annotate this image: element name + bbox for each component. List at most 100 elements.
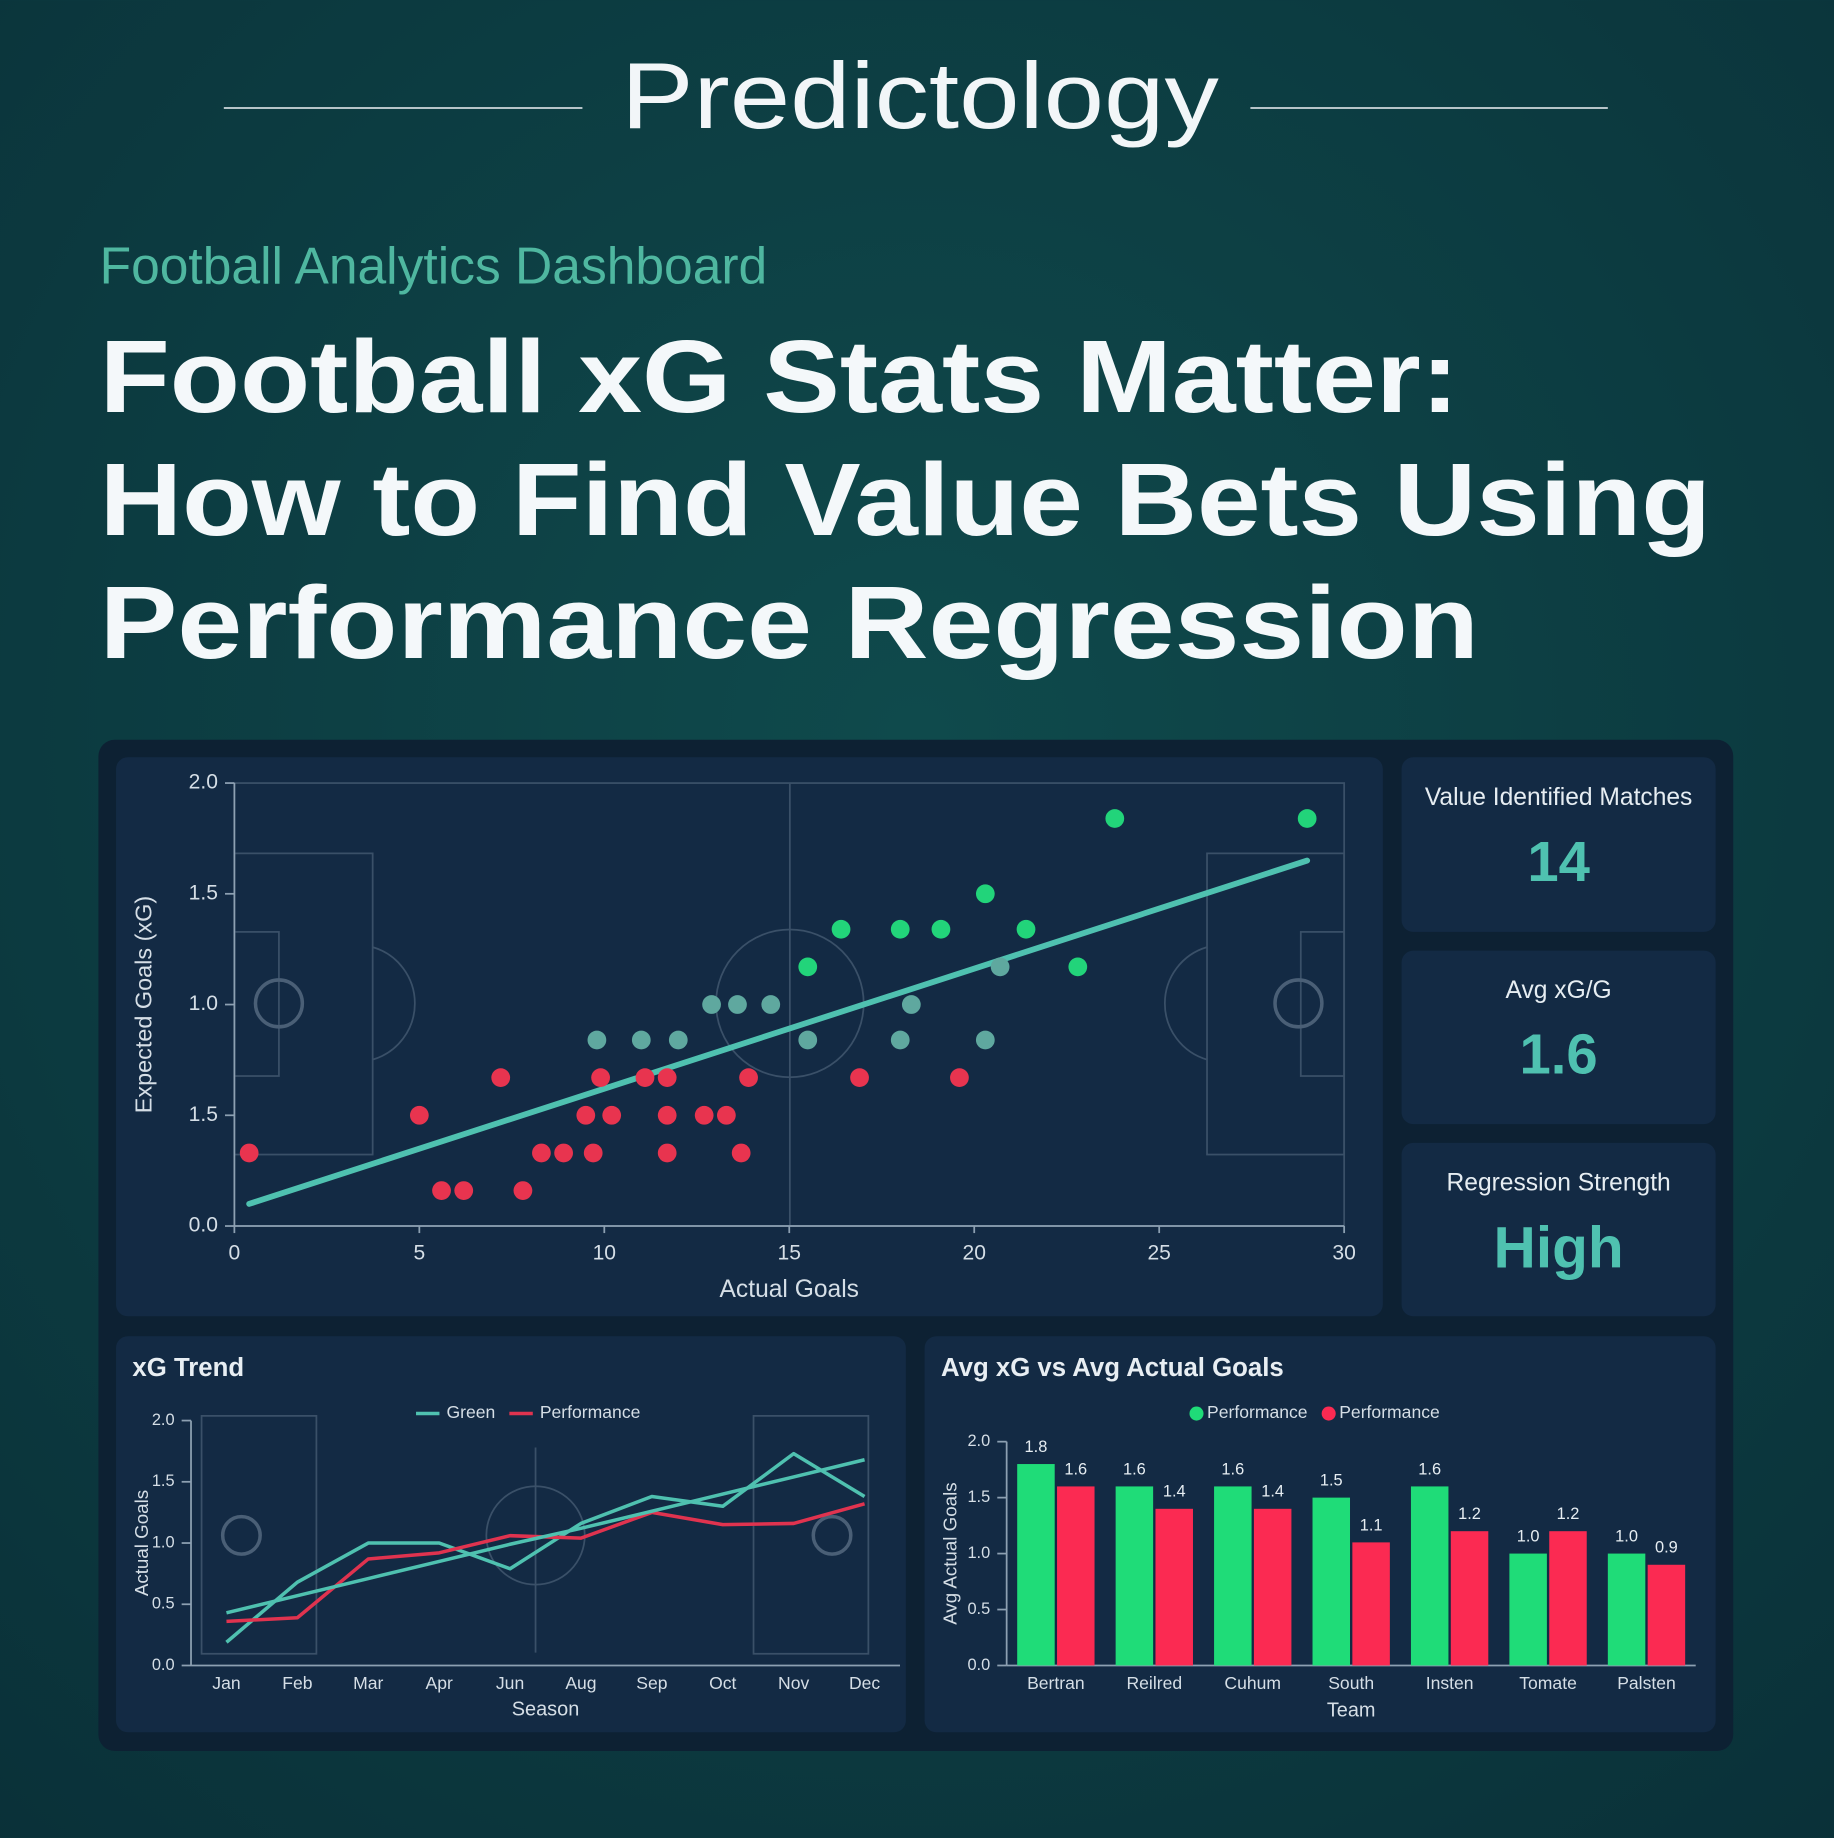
y-tick-label: 0.0 xyxy=(152,1656,175,1674)
bar xyxy=(1352,1542,1390,1666)
bar xyxy=(1410,1486,1449,1666)
scatter-point xyxy=(1297,809,1317,828)
scatter-point xyxy=(409,1105,429,1125)
value-label: 1.0 xyxy=(1517,1527,1540,1545)
scatter-point xyxy=(694,1105,714,1125)
value-label: 1.4 xyxy=(1163,1483,1186,1501)
scatter-point xyxy=(702,995,721,1014)
x-tick-label: Reilred xyxy=(1126,1673,1182,1693)
x-tick-label: Sep xyxy=(636,1673,667,1693)
brand-logo: Predictology xyxy=(621,43,1219,148)
ball-icon xyxy=(220,1514,262,1556)
x-axis-title: Actual Goals xyxy=(720,1276,859,1303)
y-tick-label: 1.5 xyxy=(189,881,218,904)
scatter-point xyxy=(454,1181,474,1200)
pitch-box xyxy=(1299,931,1346,1077)
bar xyxy=(1549,1531,1587,1666)
scatter-point xyxy=(1068,957,1088,977)
y-axis-title: Avg Actual Goals xyxy=(940,1482,961,1624)
chart-title: Avg xG vs Avg Actual Goals xyxy=(941,1354,1284,1382)
bar xyxy=(1450,1531,1489,1666)
y-tick-label: 0.0 xyxy=(967,1656,990,1674)
scatter-point xyxy=(831,919,851,939)
scatter-point xyxy=(728,995,747,1014)
y-tick-label: 1.0 xyxy=(967,1544,990,1562)
scatter-point xyxy=(532,1143,551,1163)
scatter-point xyxy=(657,1105,677,1125)
scatter-point xyxy=(975,1030,995,1050)
scatter-point xyxy=(583,1143,603,1163)
ball-icon xyxy=(811,1514,853,1556)
chart-title: xG Trend xyxy=(132,1354,244,1382)
series-line xyxy=(225,1451,866,1644)
y-tick-label: 0.5 xyxy=(967,1600,990,1618)
bar xyxy=(1214,1486,1252,1666)
scatter-panel xyxy=(116,757,1383,1317)
bar xyxy=(1647,1564,1686,1666)
legend-label: Performance xyxy=(1207,1402,1308,1422)
legend-swatch xyxy=(1189,1406,1204,1421)
scatter-point xyxy=(890,919,910,939)
y-tick-label: 0.5 xyxy=(152,1595,175,1613)
x-axis-title: Team xyxy=(1327,1699,1376,1721)
kpi-value: High xyxy=(1494,1215,1624,1280)
scatter-point xyxy=(975,884,995,904)
legend-label: Green xyxy=(446,1402,495,1422)
value-label: 1.1 xyxy=(1360,1516,1383,1534)
scatter-point xyxy=(587,1030,607,1050)
value-label: 1.2 xyxy=(1557,1505,1580,1523)
scatter-point xyxy=(432,1181,451,1200)
scatter-point xyxy=(990,957,1010,977)
y-tick-label: 1.0 xyxy=(152,1533,175,1551)
x-tick-label: South xyxy=(1328,1673,1374,1693)
kpi-label: Regression Strength xyxy=(1447,1169,1671,1196)
value-label: 0.9 xyxy=(1655,1539,1678,1557)
kpi-card xyxy=(1401,1142,1716,1317)
bar xyxy=(1155,1508,1193,1666)
x-tick-label: 15 xyxy=(778,1242,801,1265)
x-tick-label: 5 xyxy=(413,1242,425,1265)
scatter-point xyxy=(513,1181,533,1200)
x-tick-label: Jun xyxy=(496,1673,524,1693)
kpi-value: 14 xyxy=(1527,830,1590,893)
scatter-point xyxy=(731,1143,751,1163)
bar xyxy=(1017,1464,1055,1666)
scatter-point xyxy=(739,1068,758,1088)
value-label: 1.6 xyxy=(1418,1460,1441,1478)
x-tick-label: Bertran xyxy=(1027,1673,1085,1693)
scatter-point xyxy=(890,1030,910,1050)
kpi-label: Value Identified Matches xyxy=(1425,784,1693,811)
scatter-point xyxy=(491,1068,511,1088)
trend-line xyxy=(246,857,1311,1207)
scatter-point xyxy=(591,1068,610,1088)
x-tick-label: Jan xyxy=(212,1673,240,1693)
y-tick-label: 1.0 xyxy=(189,992,218,1015)
kicker: Football Analytics Dashboard xyxy=(100,236,768,294)
scatter-point xyxy=(668,1030,688,1050)
value-label: 1.2 xyxy=(1458,1505,1481,1523)
scatter-point xyxy=(635,1068,655,1088)
scatter-point xyxy=(798,957,818,977)
scatter-point xyxy=(657,1143,677,1163)
pitch-box xyxy=(752,1415,870,1655)
x-tick-label: 20 xyxy=(963,1242,986,1265)
scatter-point xyxy=(950,1068,969,1088)
y-tick-label: 2.0 xyxy=(152,1411,175,1429)
scatter-point xyxy=(554,1143,573,1163)
scatter-point xyxy=(901,995,921,1014)
scatter-point xyxy=(602,1105,622,1125)
kpi-value: 1.6 xyxy=(1520,1022,1598,1085)
scatter-point xyxy=(576,1105,596,1125)
x-tick-label: Cuhum xyxy=(1224,1673,1281,1693)
scatter-point xyxy=(717,1105,736,1125)
x-tick-label: Dec xyxy=(849,1673,880,1693)
y-tick-label: 2.0 xyxy=(189,771,218,794)
x-tick-label: Aug xyxy=(565,1673,596,1693)
scatter-point xyxy=(761,995,781,1014)
bar xyxy=(1253,1508,1292,1666)
scatter-point xyxy=(1105,809,1125,828)
kpi-card xyxy=(1401,950,1716,1125)
y-tick-label: 0.0 xyxy=(189,1214,218,1237)
